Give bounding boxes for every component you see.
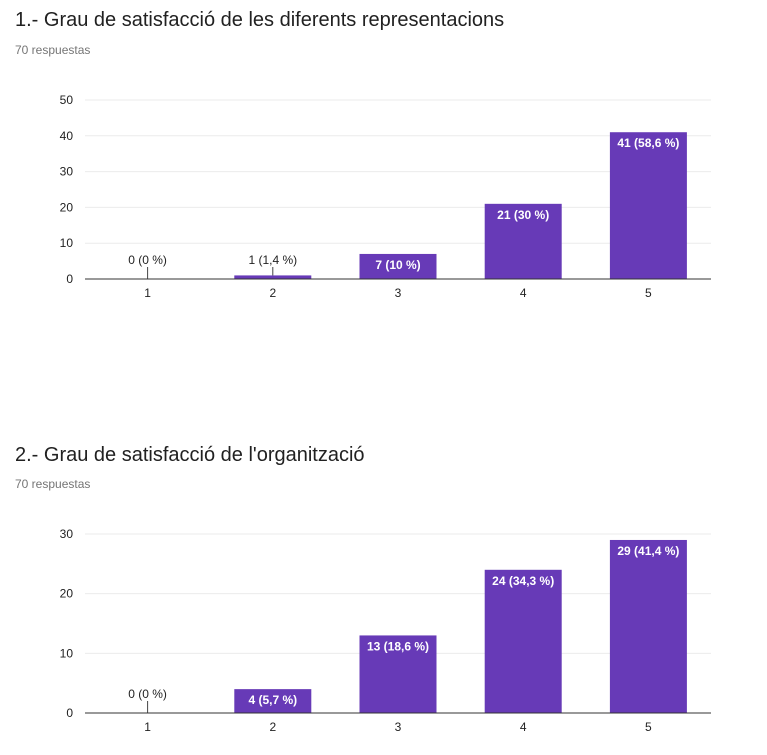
question-1-response-count: 70 respuestas [15,43,91,57]
question-2-title: 2.- Grau de satisfacció de l'organitzaci… [15,444,365,466]
y-tick-label: 0 [66,706,73,720]
x-tick-label: 3 [395,286,402,300]
x-tick-label: 5 [645,720,652,734]
x-tick-label: 2 [269,720,276,734]
bar[interactable] [609,539,687,713]
x-tick-label: 1 [144,286,151,300]
x-tick-label: 4 [520,286,527,300]
bar-data-label: 1 (1,4 %) [248,253,297,267]
bar[interactable] [609,132,687,279]
bar-data-label: 24 (34,3 %) [492,574,554,588]
bar[interactable] [234,689,312,713]
y-tick-label: 10 [60,236,74,250]
question-1-bar-chart: 0 10 20 30 40 50 0 (0 %) 1 1 (1,4 %) 2 7 (10 %) 3 21… [60,93,711,300]
bar-data-label: 29 (41,4 %) [617,544,679,558]
y-tick-label: 10 [60,646,74,660]
bar[interactable] [359,635,437,713]
bar-data-label: 0 (0 %) [128,687,167,701]
bar-data-label: 7 (10 %) [375,258,420,272]
bar-data-label: 4 (5,7 %) [248,693,297,707]
y-tick-label: 20 [60,200,74,214]
question-1-section: 1.- Grau de satisfacció de les diferents… [0,0,767,330]
y-tick-label: 30 [60,165,74,179]
bar[interactable] [484,569,562,713]
bar[interactable] [359,253,437,279]
bar-data-label: 0 (0 %) [128,253,167,267]
bar-data-label: 13 (18,6 %) [367,639,429,653]
y-tick-label: 40 [60,129,74,143]
question-1-title: 1.- Grau de satisfacció de les diferents… [15,9,505,31]
bar-data-label: 41 (58,6 %) [617,136,679,150]
x-tick-label: 1 [144,720,151,734]
x-tick-label: 4 [520,720,527,734]
y-tick-label: 30 [60,527,74,541]
x-tick-label: 5 [645,286,652,300]
question-2-response-count: 70 respuestas [15,477,91,491]
y-tick-label: 20 [60,587,74,601]
bar[interactable] [484,203,562,279]
bar[interactable] [234,275,312,279]
bar-data-label: 21 (30 %) [497,208,549,222]
x-tick-label: 2 [269,286,276,300]
x-tick-label: 3 [395,720,402,734]
y-tick-label: 50 [60,93,74,107]
y-tick-label: 0 [66,272,73,286]
